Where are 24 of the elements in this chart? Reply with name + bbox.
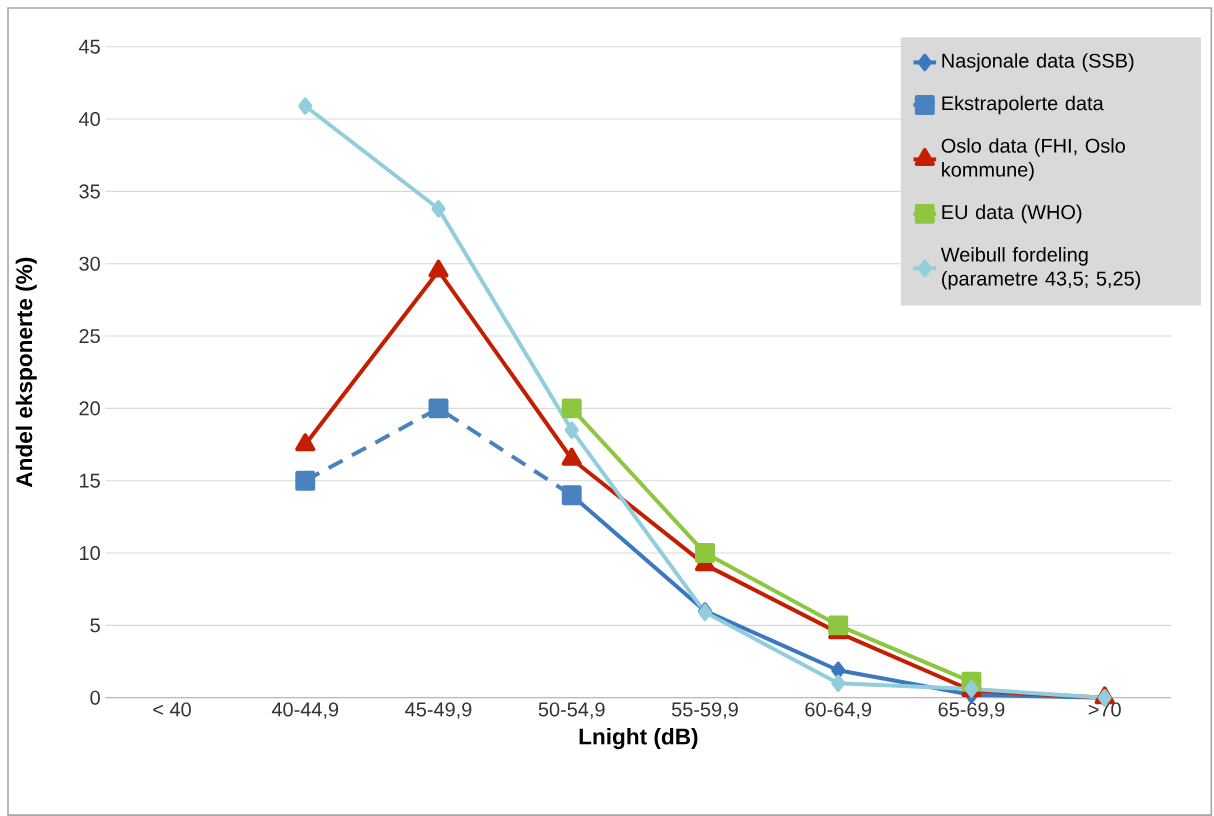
y-tick-label: 0 [90,690,100,705]
legend-label: Ekstrapolerte data [942,95,1104,114]
y-axis-title: Andel eksponerte (%) [15,257,37,487]
x-tick-label: 60-64,9 [805,702,872,719]
y-tick-label: 20 [79,401,100,416]
x-tick-label: < 40 [153,702,191,717]
y-tick-label: 15 [80,473,100,488]
legend-label: Nasjonale data (SSB) [942,52,1134,72]
y-tick-label: 45 [78,39,100,54]
x-axis-title: Lnight (dB) [579,727,698,749]
y-tick-label: 35 [79,184,100,199]
y-tick-label: 5 [90,618,100,633]
x-tick-label: 50-54,9 [538,702,605,719]
y-tick-label: 25 [79,328,100,343]
y-tick-label: 40 [78,111,100,126]
y-tick-label: 10 [80,545,100,560]
legend-label: EU data (WHO) [942,204,1082,223]
x-tick-label: 55-59,9 [671,702,738,719]
legend-label: Weibull fordeling (parametre 43,5; 5,25) [940,246,1141,290]
x-tick-label: 40-44,9 [271,702,339,719]
y-tick-label: 30 [79,256,100,271]
x-tick-label: 65-69,9 [938,702,1005,719]
x-tick-label: 45-49,9 [405,702,472,719]
legend-label: Oslo data (FHI, Oslo kommune) [941,137,1125,181]
